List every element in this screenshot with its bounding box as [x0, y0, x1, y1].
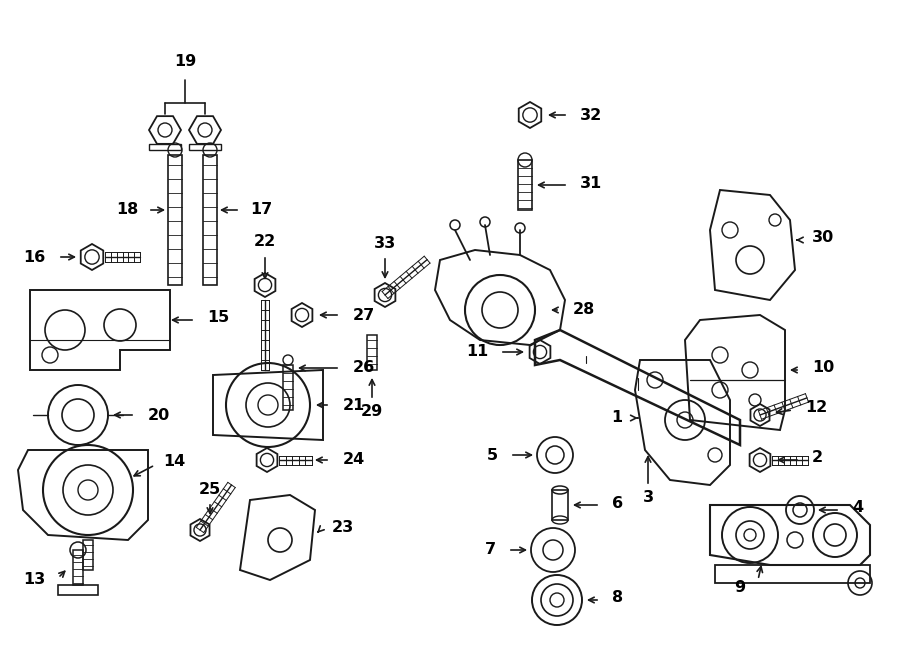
Text: 15: 15 [207, 311, 230, 325]
Text: 4: 4 [852, 500, 863, 516]
Text: 18: 18 [116, 202, 138, 217]
Text: 2: 2 [812, 451, 824, 465]
Bar [552, 490, 568, 520]
Bar [518, 160, 532, 210]
Text: 14: 14 [163, 455, 185, 469]
Text: 20: 20 [148, 407, 170, 422]
Text: 16: 16 [22, 249, 45, 264]
Text: 10: 10 [812, 360, 834, 375]
Text: 24: 24 [343, 453, 365, 467]
Text: 27: 27 [353, 307, 375, 323]
Text: 30: 30 [812, 231, 834, 245]
Text: 3: 3 [643, 490, 653, 506]
Bar [73, 550, 83, 585]
Text: 33: 33 [374, 235, 396, 251]
Text: 19: 19 [174, 54, 196, 69]
Bar [189, 144, 221, 150]
Bar [283, 365, 293, 410]
Text: 22: 22 [254, 235, 276, 249]
Text: 32: 32 [580, 108, 602, 122]
Text: 29: 29 [361, 405, 383, 420]
Text: 9: 9 [734, 580, 745, 596]
Text: 25: 25 [199, 483, 221, 498]
Text: 21: 21 [343, 397, 365, 412]
Text: 5: 5 [487, 447, 498, 463]
Bar [715, 565, 870, 583]
Bar [149, 144, 181, 150]
Bar [203, 155, 217, 285]
Text: 11: 11 [466, 344, 488, 360]
Text: 31: 31 [580, 176, 602, 190]
Text: 7: 7 [485, 543, 496, 557]
Text: 23: 23 [332, 520, 355, 535]
Text: 6: 6 [612, 496, 623, 510]
Text: 26: 26 [353, 360, 375, 375]
Bar [58, 585, 98, 595]
Bar [168, 155, 182, 285]
Text: 28: 28 [573, 303, 595, 317]
Bar [83, 540, 93, 570]
Text: 1: 1 [611, 410, 622, 426]
Text: 8: 8 [612, 590, 623, 605]
Text: 13: 13 [22, 572, 45, 588]
Bar [367, 335, 377, 370]
Text: 17: 17 [250, 202, 272, 217]
Text: 12: 12 [805, 399, 827, 414]
